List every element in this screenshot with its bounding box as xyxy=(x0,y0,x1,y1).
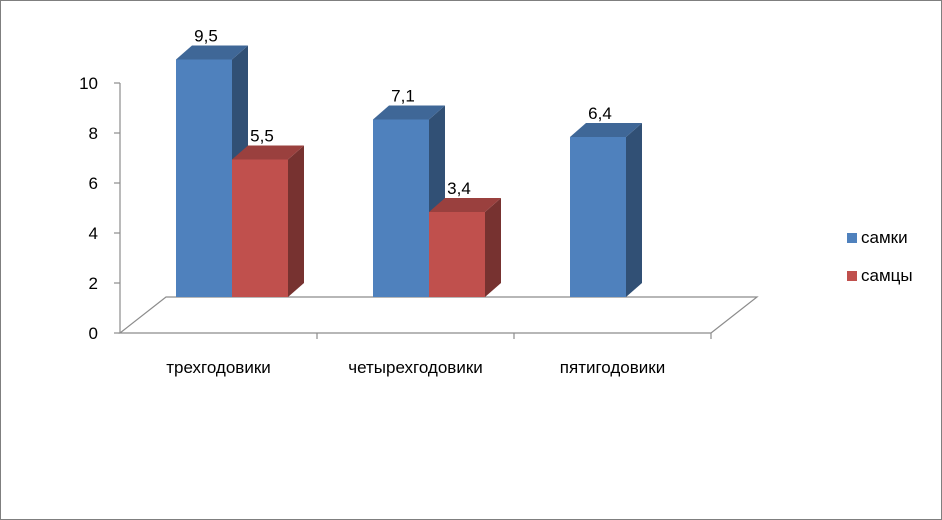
y-tick-label: 8 xyxy=(89,124,98,143)
bar-самцы-трехгодовики xyxy=(232,159,288,297)
bar-top-самцы-четырехгодовики xyxy=(429,198,501,212)
bar-самки-пятигодовики xyxy=(570,137,626,297)
x-category-label: четырехгодовики xyxy=(348,358,483,377)
y-tick-label: 0 xyxy=(89,324,98,343)
data-label-самки-трехгодовики: 9,5 xyxy=(194,27,218,46)
legend-swatch-самки xyxy=(847,233,857,243)
bar-самки-трехгодовики xyxy=(176,59,232,297)
bar-side-самцы-трехгодовики xyxy=(288,145,304,297)
y-tick-label: 4 xyxy=(89,224,98,243)
bar-самки-четырехгодовики xyxy=(373,119,429,297)
bar-самцы-четырехгодовики xyxy=(429,212,485,297)
bar-side-самки-пятигодовики xyxy=(626,123,642,297)
bar-top-самки-четырехгодовики xyxy=(373,105,445,120)
legend-swatch-самцы xyxy=(847,271,857,281)
y-tick-label: 6 xyxy=(89,174,98,193)
data-label-самки-пятигодовики: 6,4 xyxy=(588,104,612,123)
data-label-самки-четырехгодовики: 7,1 xyxy=(391,87,415,106)
bar-top-самцы-трехгодовики xyxy=(232,145,304,160)
y-tick-label: 2 xyxy=(89,274,98,293)
bar-top-самки-пятигодовики xyxy=(570,123,642,137)
x-category-label: трехгодовики xyxy=(166,358,271,377)
y-tick-label: 10 xyxy=(79,74,98,93)
bar-top-самки-трехгодовики xyxy=(176,45,248,60)
data-label-самцы-четырехгодовики: 3,4 xyxy=(447,179,471,198)
data-label-самцы-трехгодовики: 5,5 xyxy=(250,127,274,146)
bar-side-самцы-четырехгодовики xyxy=(485,198,501,297)
legend-label-самцы: самцы xyxy=(861,266,913,285)
x-category-label: пятигодовики xyxy=(560,358,665,377)
legend-label-самки: самки xyxy=(861,228,908,247)
chart-floor xyxy=(118,296,759,334)
